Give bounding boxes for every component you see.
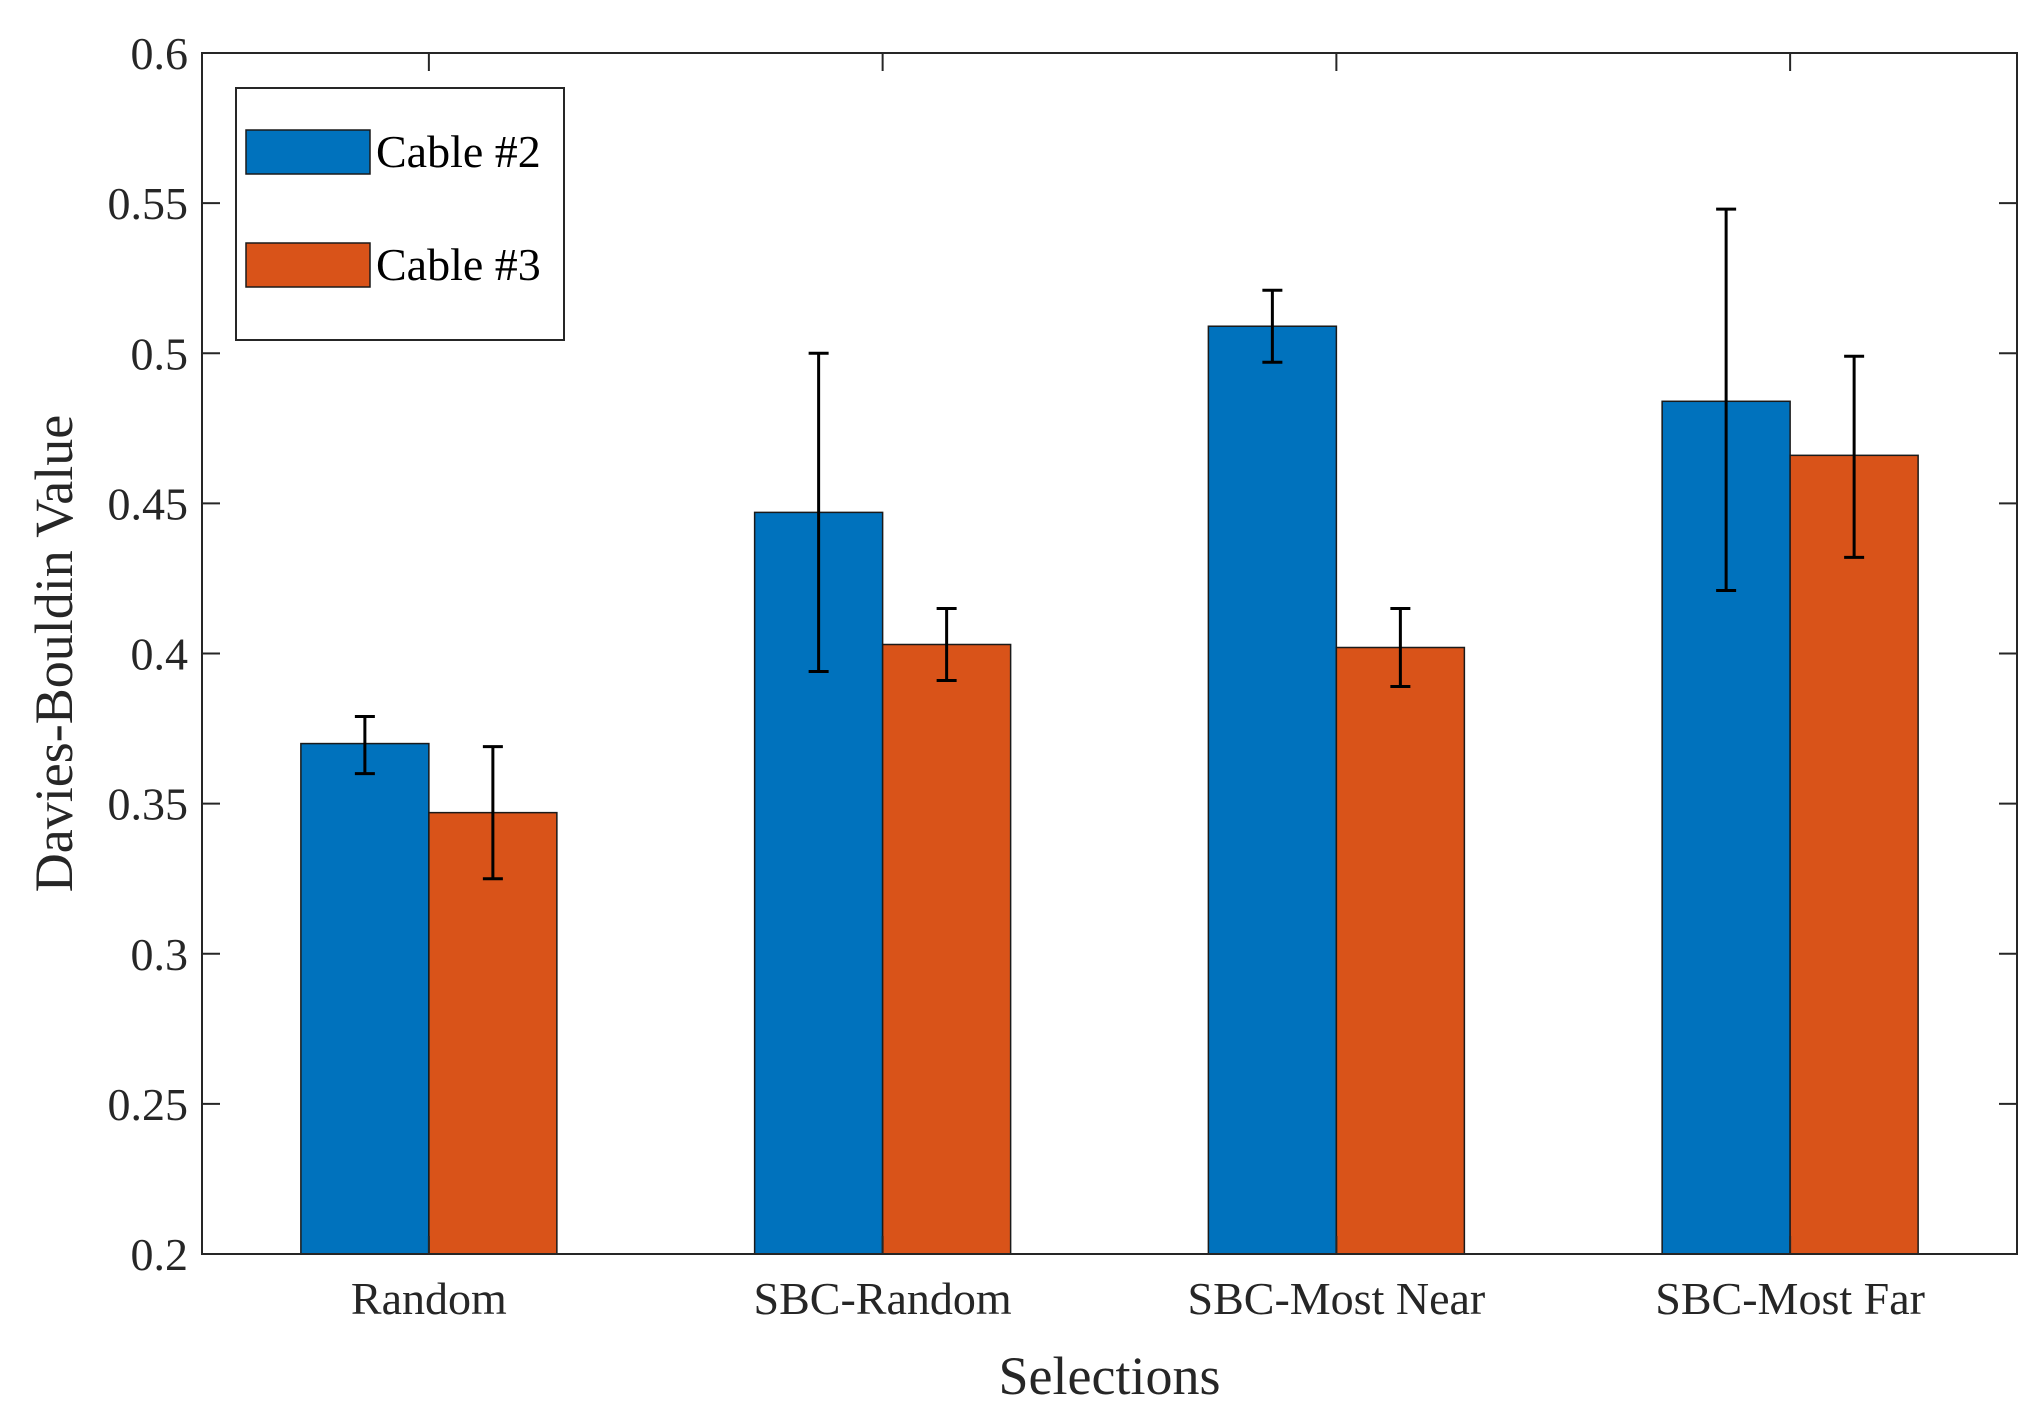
y-tick-label: 0.55 [108,178,189,229]
y-axis-title: Davies-Bouldin Value [24,415,84,892]
bars-layer [300,325,1919,1255]
x-tick-label: SBC-Most Far [1655,1273,1925,1324]
x-tick-label: SBC-Random [754,1273,1012,1324]
legend: Cable #2 Cable #3 [235,87,565,341]
y-axis: 0.2 0.25 0.3 0.35 0.4 0.45 0.5 0.55 0.6 [108,28,2017,1280]
legend-swatch-cable-3 [245,242,371,288]
legend-label-cable-2: Cable #2 [376,126,541,177]
x-axis: Random SBC-Random SBC-Most Near SBC-Most Fa… [351,53,1925,1324]
x-tick-label: Random [351,1273,507,1324]
y-tick-label: 0.5 [131,328,189,379]
legend-swatch-cable-2 [245,129,371,175]
bar-cable-3-sbc-random [881,643,1012,1255]
y-tick-label: 0.4 [131,629,189,680]
bar-cable-3-sbc-most-far [1789,454,1919,1255]
x-axis-title: Selections [999,1346,1221,1406]
x-tick-label: SBC-Most Near [1188,1273,1486,1324]
bar-cable-2-sbc-most-near [1207,325,1338,1255]
y-tick-label: 0.35 [108,779,189,830]
bar-cable-2-random [300,742,430,1255]
error-bars-layer [354,207,1865,881]
legend-label-cable-3: Cable #3 [376,239,541,290]
y-tick-label: 0.3 [131,929,189,980]
y-tick-label: 0.45 [108,478,189,529]
y-tick-label: 0.2 [131,1229,189,1280]
y-tick-label: 0.6 [131,28,189,79]
bar-cable-3-sbc-most-near [1335,646,1466,1255]
y-tick-label: 0.25 [108,1079,189,1130]
